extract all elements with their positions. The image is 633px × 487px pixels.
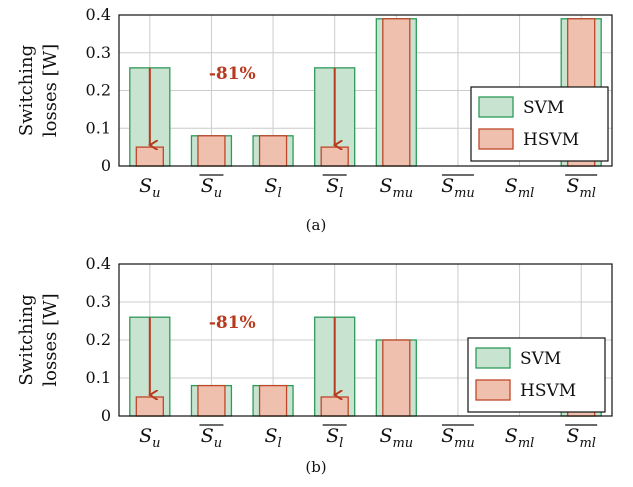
legend-swatch (478, 128, 514, 150)
bar-hsvm (197, 135, 226, 167)
legend-swatch (475, 379, 511, 401)
bar-hsvm (135, 146, 164, 167)
bar-hsvm (197, 384, 226, 417)
legend-label: HSVM (520, 381, 576, 401)
x-tick-label: Sml (505, 425, 535, 451)
bar-hsvm (320, 396, 349, 417)
legend-label: SVM (523, 98, 564, 118)
bar-hsvm (320, 146, 349, 167)
y-tick-label: 0.3 (86, 292, 111, 311)
y-tick-label: 0 (101, 406, 111, 425)
bar-hsvm (258, 135, 288, 167)
chart-panel-b: 0 0.1 0.2 0.3 0.4 Switching losses [W] -81% Su Su… (16, 254, 613, 476)
bar-hsvm (382, 18, 411, 167)
x-tick-label: Sl (264, 175, 281, 201)
bar-hsvm (135, 396, 164, 417)
reduction-annotation: -81% (209, 64, 256, 84)
bar-hsvm (382, 339, 411, 417)
chart-panel-a: 0 0.1 0.2 0.3 0.4 Switching losses [W] -81% Su Su… (16, 5, 613, 234)
x-tick-label: Smu (441, 175, 475, 201)
y-tick-label: 0.2 (86, 330, 111, 349)
legend-label: SVM (520, 349, 561, 369)
x-tick-label: Smu (441, 425, 475, 451)
legend-swatch (478, 96, 514, 118)
x-tick-label: Sl (326, 425, 343, 451)
x-tick-label: Su (201, 425, 222, 451)
y-tick-label: 0 (101, 156, 111, 175)
y-axis-label: Switching losses [W] (16, 44, 61, 137)
plot-frame (118, 14, 613, 167)
y-tick-label: 0.3 (86, 43, 111, 62)
reduction-annotation: -81% (209, 313, 256, 333)
x-tick-label: Su (139, 425, 160, 451)
x-tick-label: Smu (379, 175, 413, 201)
y-tick-label: 0.4 (86, 5, 111, 24)
x-tick-label: Sml (505, 175, 535, 201)
x-tick-label: Su (139, 175, 160, 201)
x-tick-label: Sml (566, 175, 596, 201)
legend-label: HSVM (523, 130, 579, 150)
legend-swatch (475, 347, 511, 369)
x-tick-label: Sml (566, 425, 596, 451)
x-tick-label: Sl (326, 175, 343, 201)
y-axis-label: Switching losses [W] (16, 293, 61, 386)
bar-hsvm (258, 384, 288, 417)
y-tick-label: 0.1 (86, 368, 111, 387)
plot-frame (118, 263, 613, 417)
x-tick-label: Smu (379, 425, 413, 451)
figure-caption: (a) (306, 216, 327, 234)
x-tick-label: Su (201, 175, 222, 201)
x-tick-label: Sl (264, 425, 281, 451)
y-tick-label: 0.1 (86, 118, 111, 137)
y-tick-label: 0.4 (86, 254, 111, 273)
y-tick-label: 0.2 (86, 81, 111, 100)
figure-caption: (b) (305, 458, 326, 476)
